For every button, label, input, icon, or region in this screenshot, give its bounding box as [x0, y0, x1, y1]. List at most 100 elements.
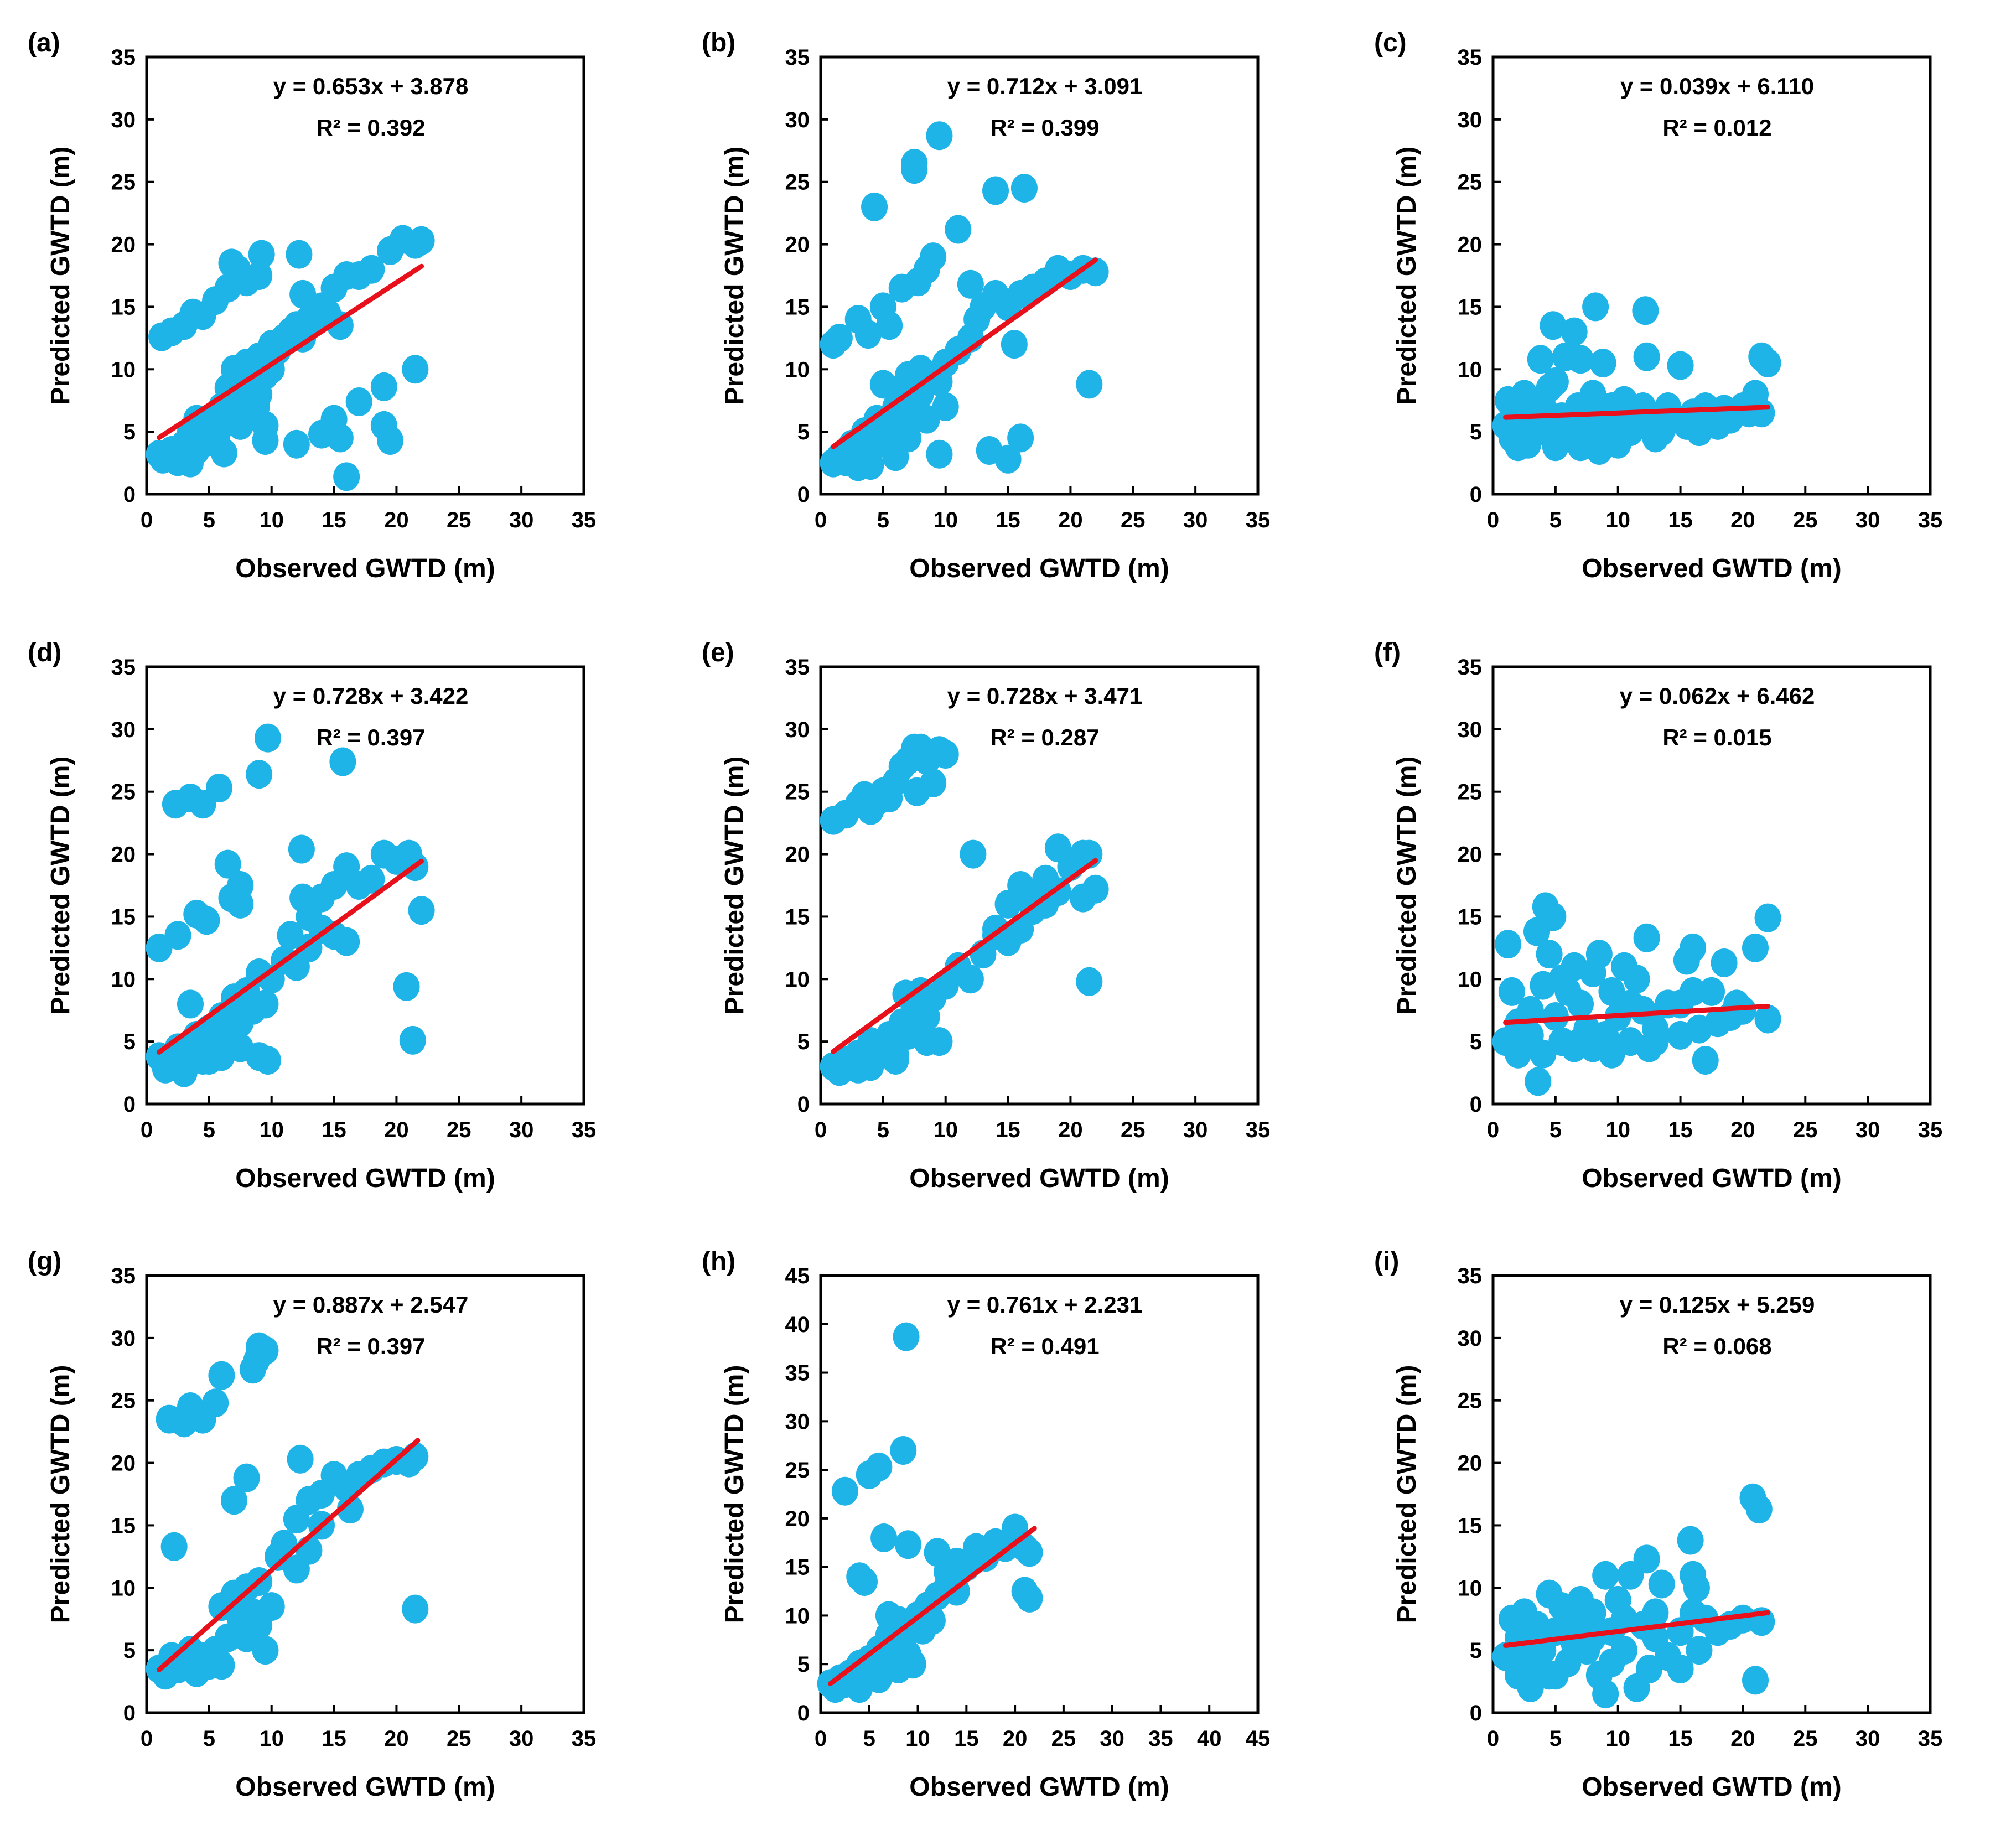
panel-d-y-tick-label: 35 [111, 655, 136, 680]
panel-f-y-axis-title: Predicted GWTD (m) [1392, 756, 1422, 1015]
panel-e-x-tick-label: 30 [1183, 1118, 1208, 1142]
panel-g-point [271, 1530, 298, 1559]
panel-e-y-tick-label: 30 [785, 718, 810, 742]
panel-e-y-tick-label: 5 [797, 1030, 810, 1054]
panel-f-y-tick-label: 10 [1458, 967, 1483, 992]
panel-i-point [1579, 1623, 1606, 1652]
panel-c-point [1554, 411, 1582, 440]
panel-c-point [1642, 423, 1669, 453]
panel-d-y-tick-label: 20 [111, 843, 136, 867]
panel-g-x-tick-label: 5 [203, 1727, 215, 1751]
panel-h-x-tick-label: 40 [1197, 1727, 1222, 1751]
panel-b-point [854, 320, 882, 349]
panel-f-y-tick-label: 0 [1470, 1092, 1482, 1117]
panel-b-equation: y = 0.712x + 3.091 [947, 73, 1143, 99]
panel-c-point [1561, 317, 1588, 346]
panel-i-points [1492, 1483, 1775, 1709]
panel-d-x-tick-label: 5 [203, 1118, 215, 1142]
panel-e-point [882, 1046, 909, 1075]
panel-i-x-tick-label: 15 [1668, 1727, 1693, 1751]
panel-d-point [193, 906, 220, 935]
panel-e: (e) 0 5 10 15 20 25 30 35 0 5 10 15 20 25 30 35 y = 0.728… [702, 638, 1270, 1193]
panel-d: (d) 0 5 10 15 20 25 30 35 0 5 10 15 20 25 30 35 y = 0.728… [28, 638, 596, 1193]
panel-f-point [1633, 923, 1660, 952]
panel-a-y-tick-label: 35 [111, 45, 136, 70]
panel-a-x-tick-label: 30 [509, 508, 534, 532]
panel-g-y-tick-label: 35 [111, 1264, 136, 1288]
panel-a-y-tick-label: 30 [111, 108, 136, 132]
panel-g-point [402, 1442, 429, 1471]
panel-c-point [1517, 417, 1544, 447]
panel-e-point [844, 1054, 872, 1084]
panel-i-x-tick-label: 25 [1793, 1727, 1818, 1751]
panel-i-point [1579, 1598, 1606, 1627]
panel-e-x-tick-label: 25 [1121, 1118, 1146, 1142]
panel-h-point [846, 1674, 873, 1703]
panel-b-y-tick-label: 0 [797, 483, 810, 507]
panel-b-point [1001, 330, 1028, 359]
panel-e-y-tick-label: 20 [785, 843, 810, 867]
panel-f: (f) 0 5 10 15 20 25 30 35 0 5 10 15 20 25 30 35 y = 0.062… [1374, 638, 1942, 1193]
panel-b-point [826, 323, 853, 353]
panel-h-point [893, 1322, 920, 1351]
panel-c-trendline [1503, 405, 1771, 420]
panel-c-point [1667, 351, 1694, 380]
panel-a-point [345, 387, 372, 416]
panel-i: (i) 0 5 10 15 20 25 30 35 0 5 10 15 20 25 30 35 y = 0.125… [1374, 1247, 1942, 1802]
panel-f-y-tick-label: 15 [1458, 905, 1483, 929]
panel-d-point [252, 989, 279, 1019]
panel-b-point [861, 192, 888, 221]
panel-h-x-tick-label: 25 [1051, 1727, 1076, 1751]
panel-i-point [1598, 1648, 1625, 1677]
panel-c-y-axis-title: Predicted GWTD (m) [1392, 147, 1422, 405]
panel-f-point [1754, 1004, 1781, 1034]
panel-g-x-axis-title: Observed GWTD (m) [235, 1772, 495, 1802]
panel-a-point [189, 419, 216, 449]
panel-h-y-tick-label: 45 [785, 1264, 810, 1288]
panel-i-equation: y = 0.125x + 5.259 [1620, 1292, 1815, 1318]
panel-a-point [286, 240, 313, 269]
panel-c: (c) 0 5 10 15 20 25 30 35 0 5 10 15 20 25 30 35 y = 0.039… [1374, 28, 1942, 583]
panel-b-y-tick-label: 30 [785, 108, 810, 132]
panel-e-point [960, 839, 987, 869]
panel-i-y-tick-label: 25 [1458, 1389, 1483, 1413]
panel-b-x-tick-label: 20 [1058, 508, 1083, 532]
panel-e-y-tick-label: 35 [785, 655, 810, 680]
panel-i-point [1611, 1604, 1637, 1634]
panel-h-r-squared: R² = 0.491 [990, 1333, 1099, 1359]
panel-b-y-tick-label: 35 [785, 45, 810, 70]
panel-d-point [329, 747, 356, 776]
panel-g-y-tick-label: 10 [111, 1576, 136, 1600]
panel-d-point [227, 889, 254, 919]
panel-f-point [1536, 940, 1563, 969]
panel-b-x-tick-label: 30 [1183, 508, 1208, 532]
panel-a-x-tick-label: 10 [259, 508, 284, 532]
panel-f-point [1617, 989, 1644, 1019]
panel-c-y-tick-label: 20 [1458, 233, 1483, 257]
panel-b-y-tick-label: 15 [785, 295, 810, 319]
panel-g-point [336, 1495, 364, 1524]
panel-b-point [945, 215, 972, 244]
panel-b-point [963, 305, 991, 334]
panel-g-y-tick-label: 30 [111, 1326, 136, 1351]
panel-e-x-tick-label: 5 [877, 1118, 889, 1142]
panel-f-point [1723, 989, 1750, 1019]
panel-i-r-squared: R² = 0.068 [1662, 1333, 1771, 1359]
panel-i-label: (i) [1374, 1247, 1399, 1276]
panel-b-point [876, 311, 903, 340]
panel-i-y-axis-title: Predicted GWTD (m) [1392, 1365, 1422, 1624]
panel-b-x-tick-label: 10 [933, 508, 958, 532]
panel-h-point [1011, 1577, 1038, 1606]
panel-b-point [957, 269, 984, 299]
panel-c-x-tick-label: 35 [1918, 508, 1943, 532]
panel-d-point [254, 723, 281, 753]
panel-g-y-tick-label: 20 [111, 1452, 136, 1476]
panel-a-point [377, 426, 404, 455]
panel-a: (a) 0 5 10 15 20 25 30 35 0 5 10 15 20 25 30 35 y = 0.653… [28, 28, 596, 583]
panel-f-point [1498, 977, 1525, 1006]
panel-h-y-tick-label: 10 [785, 1604, 810, 1628]
panel-a-y-axis-title: Predicted GWTD (m) [46, 147, 75, 405]
panel-d-point [246, 760, 273, 789]
panel-c-point [1589, 349, 1616, 377]
panel-b-point [1007, 423, 1034, 453]
